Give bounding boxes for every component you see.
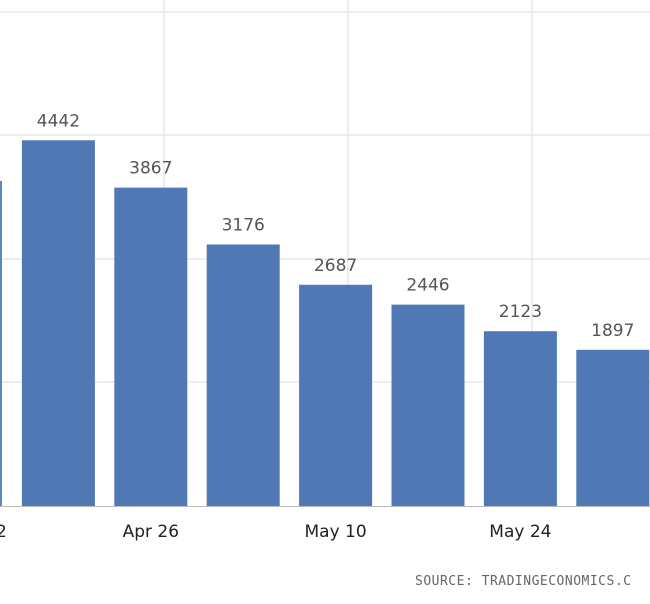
source-attribution: SOURCE: TRADINGECONOMICS.C	[415, 574, 632, 589]
x-axis: 2 Apr 26 May 10 May 24	[0, 506, 650, 542]
bar-value-label: 2446	[406, 276, 449, 296]
bar	[576, 349, 650, 506]
data-labels: 4442 3867 3176 2687 2446 2123 1897	[37, 111, 635, 341]
bar-value-label: 2687	[314, 256, 357, 276]
bar-value-label: 3176	[222, 216, 265, 236]
bar	[483, 331, 557, 506]
bar-value-label: 3867	[129, 159, 172, 179]
x-tick-label: Apr 26	[123, 522, 179, 542]
x-tick-label: May 24	[489, 522, 551, 542]
bar-partial	[0, 181, 2, 506]
bar-series	[0, 140, 650, 506]
bar	[299, 284, 373, 506]
x-tick-label: 2	[0, 522, 7, 542]
x-tick-label: May 10	[305, 522, 367, 542]
bar	[391, 304, 465, 506]
bar-value-label: 2123	[499, 302, 542, 322]
bar	[206, 244, 280, 506]
bar	[21, 140, 95, 506]
bar	[114, 187, 188, 506]
bar-value-label: 4442	[37, 111, 80, 131]
bar-value-label: 1897	[591, 321, 634, 341]
